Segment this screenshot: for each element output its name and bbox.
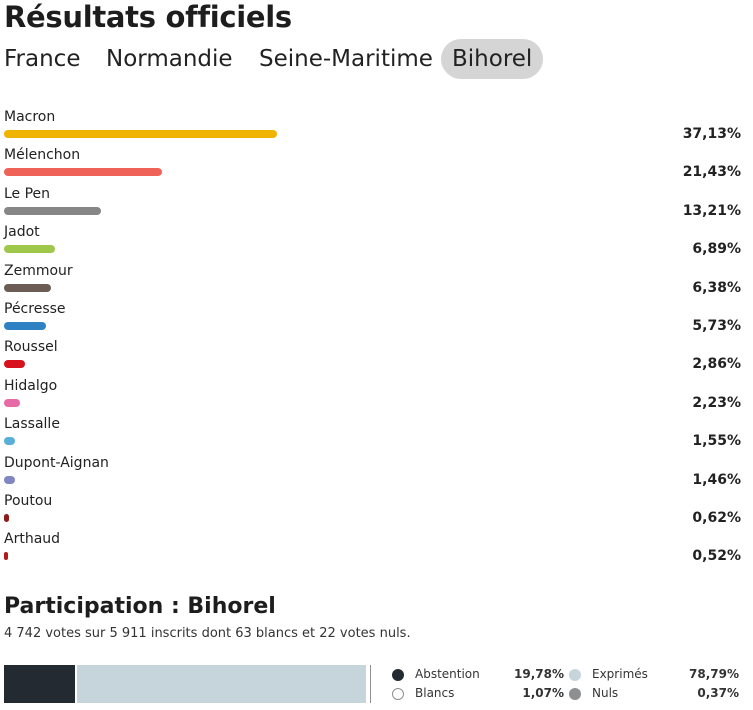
candidate-bar xyxy=(4,245,55,254)
nuls-segment xyxy=(369,665,372,703)
candidate-percent: 21,43% xyxy=(682,164,741,181)
candidate-percent: 0,62% xyxy=(692,510,741,526)
tab-normandie[interactable]: Normandie xyxy=(106,46,233,72)
candidate-row: Macron 37,13% xyxy=(0,109,753,147)
candidate-name: Lassalle xyxy=(4,416,60,433)
candidate-row: Hidalgo 2,23% xyxy=(0,378,753,416)
participation-summary: 4 742 votes sur 5 911 inscrits dont 63 b… xyxy=(4,626,411,641)
legend-label: Blancs xyxy=(415,686,455,700)
candidate-percent: 6,89% xyxy=(692,241,741,258)
participation-title: Participation : Bihorel xyxy=(4,594,276,619)
exprimes-dot-icon xyxy=(569,669,581,681)
blancs-segment xyxy=(365,665,370,703)
tab-seine-maritime[interactable]: Seine-Maritime xyxy=(259,46,433,72)
candidate-bar xyxy=(4,552,8,561)
candidate-name: Dupont-Aignan xyxy=(4,454,109,471)
candidate-row: Jadot 6,89% xyxy=(0,224,753,262)
candidate-row: Poutou 0,62% xyxy=(0,493,753,531)
candidate-row: Lassalle 1,55% xyxy=(0,416,753,454)
candidate-row: Zemmour 6,38% xyxy=(0,263,753,301)
page-title: Résultats officiels xyxy=(4,0,292,34)
legend-value: 1,07% xyxy=(522,686,564,700)
candidate-name: Hidalgo xyxy=(4,377,58,394)
candidate-bar xyxy=(4,360,26,369)
abstention-dot-icon xyxy=(392,669,404,681)
legend-value: 78,79% xyxy=(689,667,739,681)
candidate-row: Arthaud 0,52% xyxy=(0,531,753,569)
legend-nuls: Nuls 0,37% xyxy=(569,686,741,704)
participation-legend: Abstention 19,78% Exprimés 78,79% Blancs… xyxy=(392,667,753,707)
candidate-name: Jadot xyxy=(4,224,40,241)
candidate-name: Pécresse xyxy=(4,301,66,317)
candidate-bar xyxy=(4,206,102,215)
candidate-name: Zemmour xyxy=(4,262,73,279)
legend-label: Nuls xyxy=(592,686,619,700)
candidate-percent: 13,21% xyxy=(682,202,741,219)
candidate-row: Le Pen 13,21% xyxy=(0,186,753,224)
tab-france[interactable]: France xyxy=(4,46,81,72)
candidate-bar xyxy=(4,437,16,446)
candidate-percent: 2,23% xyxy=(692,394,741,411)
legend-blancs: Blancs 1,07% xyxy=(392,686,564,704)
candidate-name: Le Pen xyxy=(4,185,51,202)
legend-value: 19,78% xyxy=(514,667,564,681)
candidate-bar xyxy=(4,283,51,292)
abstention-segment xyxy=(4,665,77,703)
candidate-row: Mélenchon 21,43% xyxy=(0,147,753,185)
candidate-row: Pécresse 5,73% xyxy=(0,301,753,339)
legend-exprimes: Exprimés 78,79% xyxy=(569,667,741,685)
blancs-dot-icon xyxy=(392,688,404,700)
candidate-name: Macron xyxy=(4,109,56,125)
candidate-row: Dupont-Aignan 1,46% xyxy=(0,455,753,493)
candidate-bar xyxy=(4,514,9,522)
legend-label: Abstention xyxy=(415,667,480,681)
candidate-bar xyxy=(4,475,15,484)
candidate-percent: 1,46% xyxy=(692,471,741,488)
participation-bar xyxy=(4,665,372,703)
candidate-name: Mélenchon xyxy=(4,147,81,164)
candidate-percent: 1,55% xyxy=(692,433,741,450)
candidate-bar xyxy=(4,168,162,177)
candidate-bar xyxy=(4,398,21,407)
exprimes-segment xyxy=(76,665,366,703)
candidate-name: Arthaud xyxy=(4,531,61,548)
tab-bihorel[interactable]: Bihorel xyxy=(441,39,544,79)
candidate-percent: 5,73% xyxy=(692,318,741,334)
candidate-row: Roussel 2,86% xyxy=(0,339,753,377)
candidate-bar xyxy=(4,130,277,138)
candidate-name: Poutou xyxy=(4,493,53,509)
candidate-percent: 37,13% xyxy=(682,126,741,142)
legend-value: 0,37% xyxy=(697,686,739,700)
candidate-bar xyxy=(4,322,47,330)
candidate-percent: 2,86% xyxy=(692,356,741,373)
candidate-name: Roussel xyxy=(4,339,58,356)
legend-label: Exprimés xyxy=(592,667,648,681)
nuls-dot-icon xyxy=(569,688,581,700)
legend-abstention: Abstention 19,78% xyxy=(392,667,564,685)
candidate-percent: 6,38% xyxy=(692,279,741,296)
candidate-percent: 0,52% xyxy=(692,548,741,565)
